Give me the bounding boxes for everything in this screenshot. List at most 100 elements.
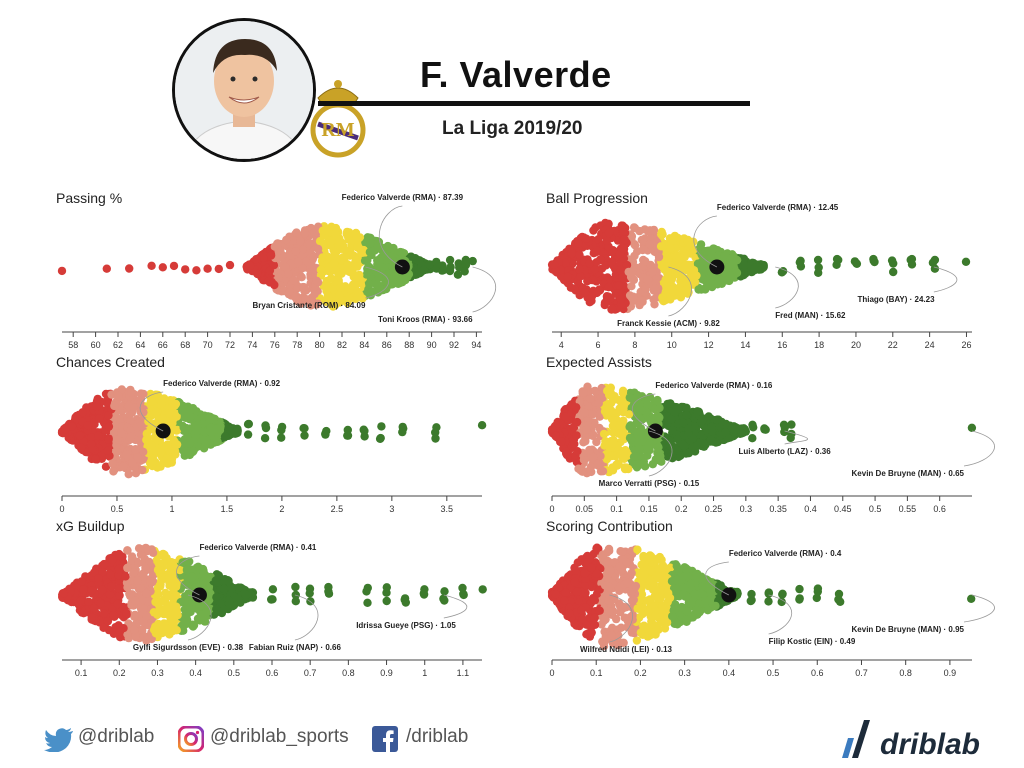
chances-point — [230, 429, 239, 438]
assists-point — [620, 464, 630, 473]
chances-point — [139, 447, 148, 457]
progression-point — [602, 236, 612, 246]
buildup-point — [155, 606, 164, 616]
passing-point — [282, 235, 291, 245]
chances-point — [147, 397, 156, 406]
buildup-annotation-label: Federico Valverde (RMA) · 0.41 — [199, 543, 316, 552]
buildup-point — [180, 580, 189, 589]
progression-point — [620, 235, 629, 244]
progression-point — [645, 240, 654, 249]
progression-point — [575, 265, 584, 274]
passing-point — [345, 235, 354, 244]
passing-point — [318, 253, 327, 262]
assists-point — [582, 425, 591, 434]
passing-point — [284, 269, 293, 278]
passing-point — [345, 251, 355, 260]
chances-point — [220, 432, 230, 441]
chances-tick-label: 3.5 — [441, 504, 454, 514]
assists-point — [572, 417, 582, 427]
buildup-point — [234, 583, 243, 592]
chances-point — [398, 427, 407, 437]
passing-tick-label: 86 — [382, 340, 392, 350]
chances-point — [104, 422, 114, 431]
buildup-point — [122, 608, 131, 618]
buildup-point — [130, 612, 139, 621]
chances-point — [172, 440, 182, 449]
chances-point — [127, 388, 136, 397]
passing-tick-label: 72 — [225, 340, 235, 350]
passing-point — [331, 229, 340, 238]
passing-point — [305, 239, 314, 248]
assists-tick-label: 0.55 — [899, 504, 917, 514]
passing-point — [310, 228, 319, 237]
assists-point — [594, 399, 603, 408]
progression-point — [608, 304, 617, 313]
passing-point — [331, 265, 340, 274]
buildup-annotation-leader — [187, 594, 212, 641]
buildup-point — [219, 584, 229, 593]
assists-point — [749, 423, 758, 432]
passing-point — [102, 264, 111, 273]
assists-point — [605, 390, 614, 400]
passing-tick-label: 70 — [203, 340, 213, 350]
chances-point — [189, 446, 198, 456]
real-madrid-crest-icon: RM — [310, 80, 366, 158]
passing-point — [351, 234, 360, 244]
buildup-tick-label: 1 — [422, 668, 427, 678]
buildup-point — [400, 594, 410, 603]
buildup-point — [187, 621, 197, 630]
chances-point — [92, 402, 101, 411]
chances-point — [126, 432, 136, 441]
chances-point — [477, 421, 487, 430]
passing-tick-label: 66 — [158, 340, 168, 350]
buildup-point — [99, 559, 109, 569]
assists-point — [626, 435, 636, 444]
chances-point — [154, 415, 164, 424]
assists-point — [779, 420, 789, 429]
assists-point — [574, 464, 583, 473]
chances-tick-label: 3 — [389, 504, 394, 514]
passing-tick-label: 58 — [68, 340, 78, 350]
chances-point — [193, 421, 202, 430]
chances-point — [137, 421, 146, 430]
progression-point — [585, 259, 594, 268]
progression-point — [630, 241, 640, 250]
buildup-annotation-label: Fabian Ruiz (NAP) · 0.66 — [249, 643, 342, 652]
buildup-point — [169, 592, 178, 602]
buildup-point — [114, 571, 123, 580]
buildup-point — [268, 595, 277, 604]
progression-point — [832, 254, 842, 264]
buildup-point — [115, 627, 125, 636]
passing-panel: Passing % Federico Valverde (RMA) · 87.3… — [56, 190, 497, 350]
chances-point — [124, 401, 133, 411]
passing-annotation-label: Federico Valverde (RMA) · 87.39 — [342, 193, 464, 202]
progression-point — [907, 260, 917, 269]
progression-point — [961, 257, 971, 266]
progression-point — [750, 263, 759, 273]
passing-point — [294, 257, 303, 267]
assists-tick-label: 0.05 — [576, 504, 594, 514]
progression-point — [557, 272, 566, 282]
progression-point — [887, 256, 897, 265]
assists-annotation-label: Kevin De Bruyne (MAN) · 0.65 — [852, 469, 965, 478]
scoring-dots — [547, 543, 976, 651]
buildup-title: xG Buildup — [56, 518, 125, 534]
chances-point — [138, 465, 147, 475]
buildup-point — [159, 619, 169, 628]
progression-point — [666, 244, 675, 253]
assists-point — [609, 439, 618, 448]
progression-point — [576, 272, 585, 281]
progression-tick-label: 8 — [632, 340, 637, 350]
passing-tick-label: 68 — [180, 340, 190, 350]
progression-annotation-label: Franck Kessie (ACM) · 9.82 — [617, 319, 720, 328]
buildup-annotation-leader — [294, 594, 319, 641]
assists-point — [632, 462, 642, 471]
chances-annotation-label: Federico Valverde (RMA) · 0.92 — [163, 379, 280, 388]
assists-point — [600, 441, 609, 450]
chances-point — [107, 390, 116, 399]
assists-point — [668, 425, 677, 435]
assists-point — [663, 449, 672, 459]
buildup-tick-label: 0.3 — [151, 668, 164, 678]
progression-point — [648, 267, 657, 277]
assists-point — [634, 444, 644, 453]
